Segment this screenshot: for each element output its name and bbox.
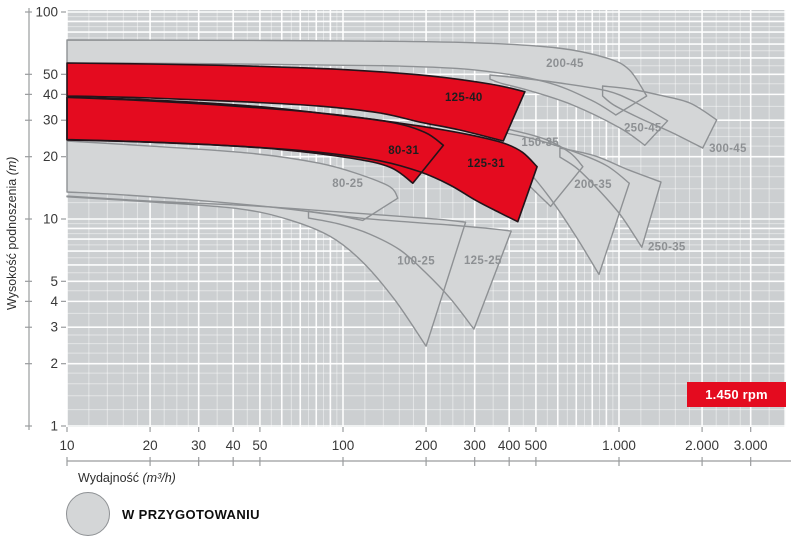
region-outline-250-45 — [489, 74, 669, 146]
x-axis-title: Wydajność (m³/h) — [78, 471, 176, 485]
x-tick-label: 2.000 — [685, 438, 719, 453]
region-label-250-45: 250-45 — [624, 122, 662, 134]
rpm-badge: 1.450 rpm — [687, 382, 786, 407]
y-tick-label: 4 — [50, 294, 58, 309]
x-tick-label: 500 — [525, 438, 548, 453]
x-tick-label: 10 — [59, 438, 74, 453]
region-outline-125-40 — [66, 62, 526, 142]
region-label-80-31: 80-31 — [388, 145, 419, 157]
x-tick-label: 1.000 — [602, 438, 636, 453]
y-tick-label: 30 — [43, 113, 58, 128]
x-tick-label: 100 — [332, 438, 355, 453]
region-label-200-35: 200-35 — [574, 179, 612, 191]
y-tick-label: 40 — [43, 87, 58, 102]
x-tick-label: 200 — [415, 438, 438, 453]
legend-in-preparation-label: W PRZYGOTOWANIU — [122, 507, 260, 522]
region-label-125-31: 125-31 — [467, 158, 505, 170]
region-outline-80-31 — [66, 96, 445, 184]
region-200-45 — [67, 40, 647, 115]
region-label-80-25: 80-25 — [332, 178, 363, 190]
y-tick-label: 100 — [35, 5, 58, 20]
region-label-250-35: 250-35 — [648, 242, 686, 254]
region-outline-250-35 — [559, 147, 662, 248]
x-tick-label: 50 — [252, 438, 267, 453]
region-80-25 — [67, 141, 398, 221]
rpm-badge-label: 1.450 rpm — [705, 387, 768, 402]
x-tick-label: 30 — [191, 438, 206, 453]
y-tick-label: 2 — [50, 356, 58, 371]
x-tick-label: 3.000 — [734, 438, 768, 453]
region-label-200-45: 200-45 — [546, 58, 584, 70]
x-tick-label: 40 — [226, 438, 241, 453]
y-tick-label: 20 — [43, 149, 58, 164]
y-tick-label: 1 — [50, 419, 58, 434]
y-tick-label: 5 — [50, 274, 58, 289]
x-tick-label: 400 — [498, 438, 521, 453]
y-tick-label: 10 — [43, 212, 58, 227]
region-outline-125-25 — [307, 210, 512, 330]
legend-in-preparation-swatch — [66, 492, 110, 536]
region-label-125-40: 125-40 — [445, 92, 483, 104]
region-outline-300-45 — [601, 85, 718, 149]
region-label-100-25: 100-25 — [397, 256, 435, 268]
y-tick-label: 50 — [43, 67, 58, 82]
y-tick-label: 3 — [50, 320, 58, 335]
region-label-125-25: 125-25 — [464, 255, 502, 267]
region-label-150-35: 150-35 — [521, 137, 559, 149]
region-250-45 — [490, 75, 668, 146]
region-outline-200-45 — [66, 39, 648, 116]
region-label-300-45: 300-45 — [709, 143, 747, 155]
region-300-45 — [602, 86, 717, 149]
region-80-31 — [67, 97, 444, 184]
regions-layer — [66, 39, 718, 347]
region-outline-100-25 — [66, 195, 467, 347]
region-outline-80-25 — [66, 140, 399, 222]
region-labels-layer: 200-45 250-45 300-45 150-35 200-35 250-35 80-2… — [332, 58, 747, 268]
region-100-25 — [67, 196, 466, 347]
y-axis-title: Wysokość podnoszenia (m) — [5, 157, 19, 310]
region-125-40 — [67, 63, 525, 141]
x-tick-label: 300 — [463, 438, 486, 453]
region-125-25 — [308, 211, 512, 330]
x-tick-label: 20 — [143, 438, 158, 453]
